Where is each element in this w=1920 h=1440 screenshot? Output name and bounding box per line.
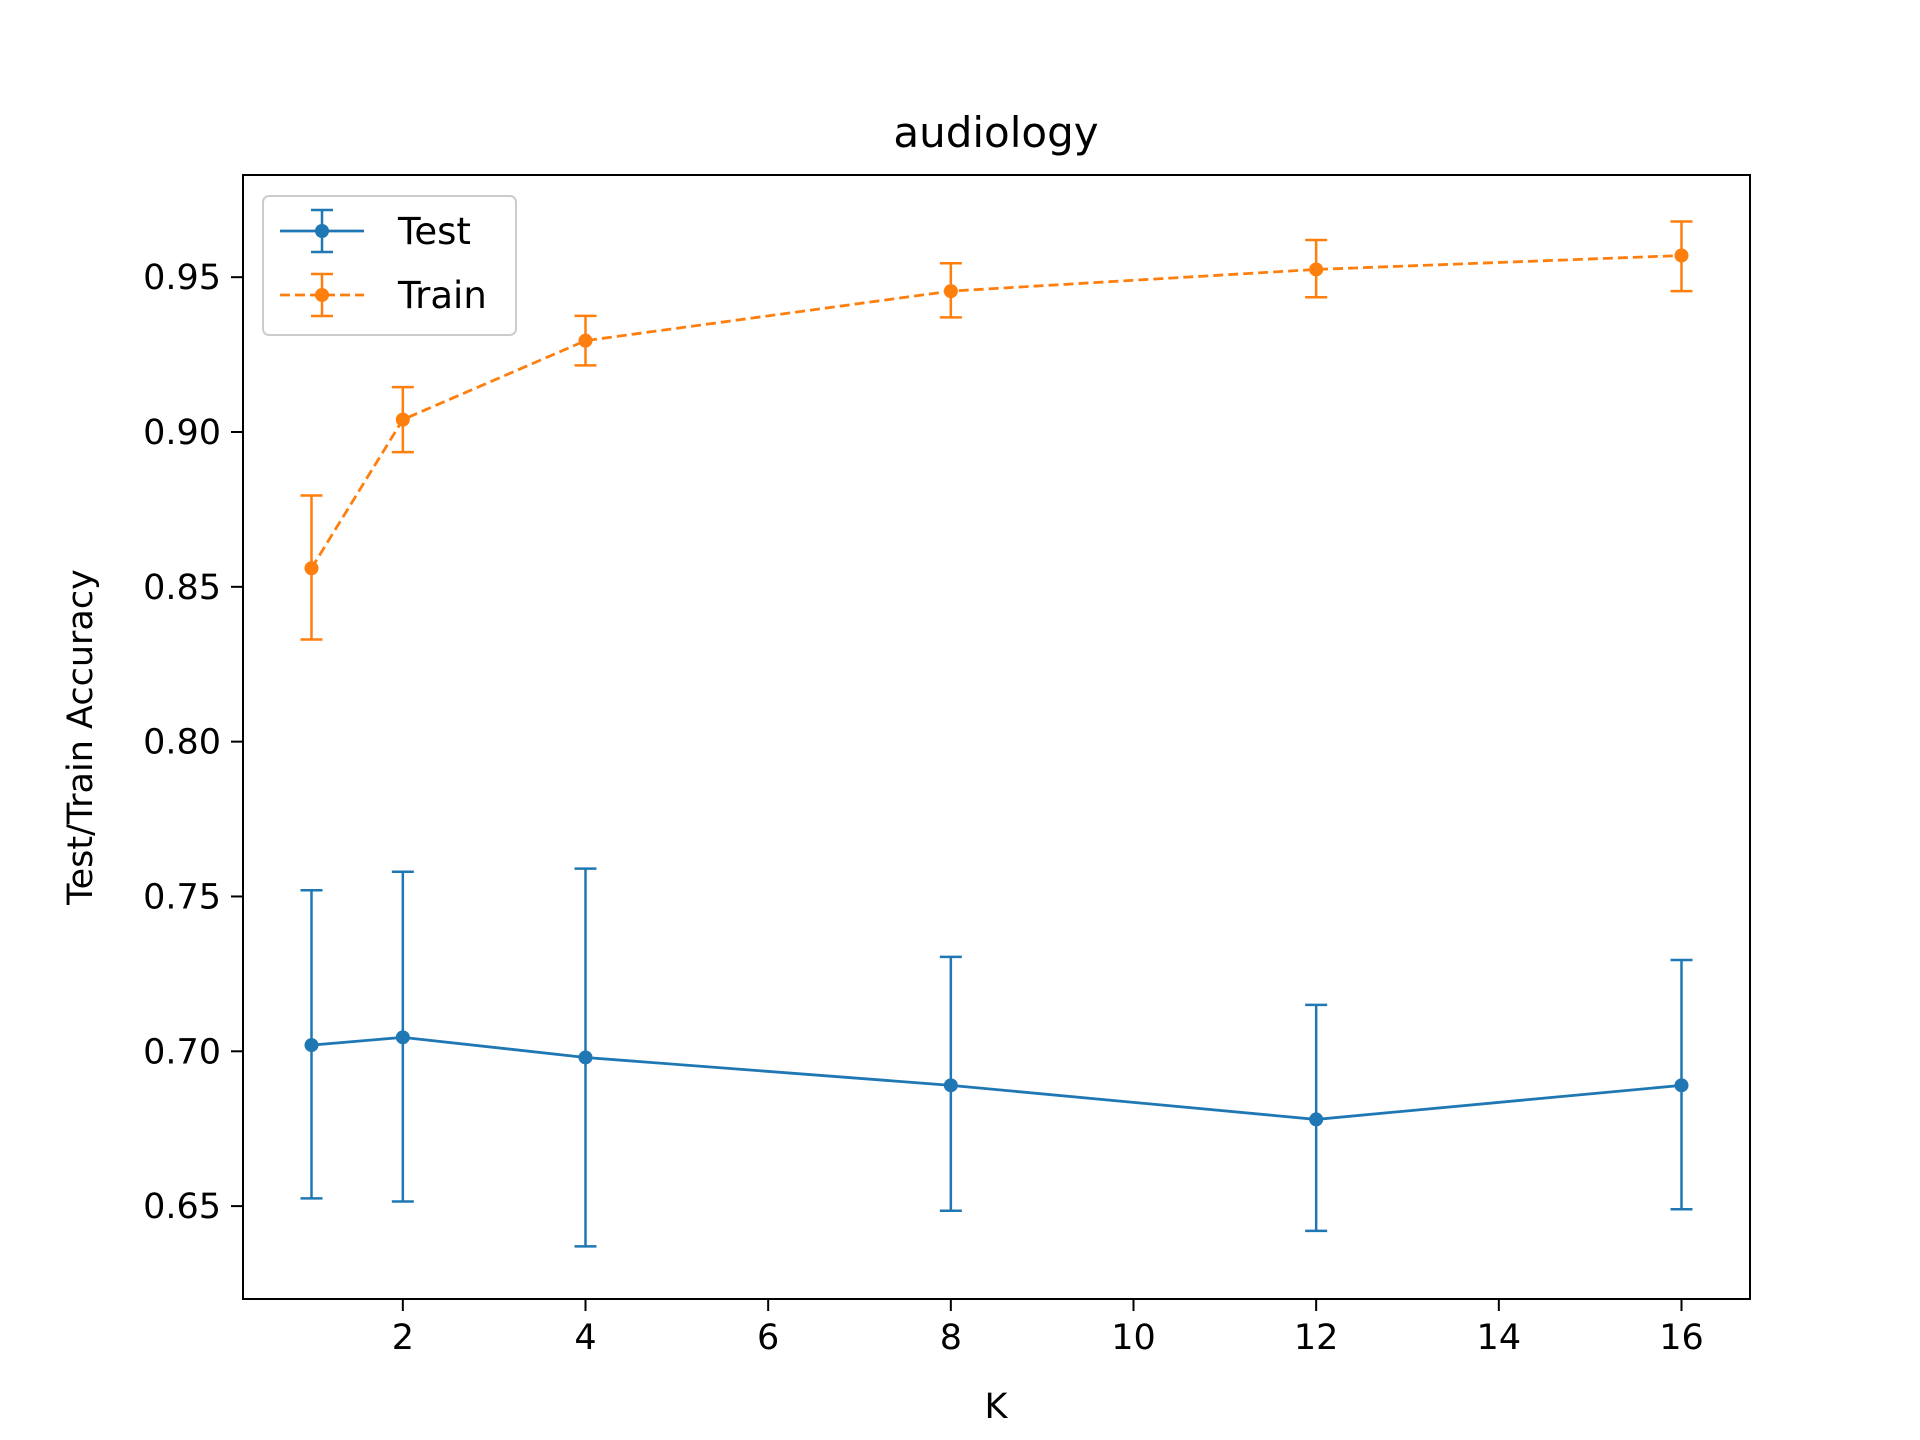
y-tick-label: 0.90 (143, 413, 221, 453)
data-point (1309, 1112, 1324, 1127)
data-point (578, 1050, 593, 1065)
x-tick-label: 12 (1294, 1318, 1339, 1358)
data-point (304, 561, 319, 576)
data-point (578, 333, 593, 348)
x-tick-label: 16 (1659, 1318, 1704, 1358)
x-axis-label: K (985, 1387, 1009, 1427)
legend-label: Test (397, 210, 471, 253)
x-tick-label: 14 (1477, 1318, 1522, 1358)
data-point (395, 412, 410, 427)
legend-label: Train (397, 274, 487, 317)
legend-item-test: Test (280, 208, 471, 254)
chart-title: audiology (893, 108, 1098, 157)
data-point (304, 1038, 319, 1053)
series-test (300, 867, 1693, 1248)
data-point (1309, 262, 1324, 277)
series-train (300, 220, 1693, 641)
plot-area (300, 220, 1693, 1248)
y-tick-label: 0.75 (143, 877, 221, 917)
legend-marker (315, 224, 329, 238)
x-axis: 2 4 6 8 10 12 14 16 (392, 1299, 1704, 1358)
x-tick-label: 8 (940, 1318, 962, 1358)
data-point (1674, 1078, 1689, 1093)
data-point (943, 284, 958, 299)
legend-item-train: Train (280, 272, 487, 318)
y-axis-label: Test/Train Accuracy (61, 569, 101, 906)
y-tick-label: 0.70 (143, 1032, 221, 1072)
axes-frame (242, 174, 1751, 1300)
data-point (943, 1078, 958, 1093)
x-tick-label: 4 (574, 1318, 596, 1358)
x-tick-label: 10 (1111, 1318, 1156, 1358)
y-tick-label: 0.65 (143, 1187, 221, 1227)
x-tick-label: 6 (757, 1318, 779, 1358)
legend: Test Train (262, 195, 517, 336)
x-tick-label: 2 (392, 1318, 414, 1358)
y-axis: 0.65 0.70 0.75 0.80 0.85 0.90 0.95 (143, 258, 243, 1227)
series-line (310, 254, 1682, 569)
y-tick-label: 0.85 (143, 568, 221, 608)
legend-marker (315, 288, 329, 302)
y-tick-label: 0.80 (143, 723, 221, 763)
series-line (311, 1035, 1682, 1121)
y-tick-label: 0.95 (143, 258, 221, 298)
data-point (1674, 248, 1689, 263)
data-point (395, 1030, 410, 1045)
